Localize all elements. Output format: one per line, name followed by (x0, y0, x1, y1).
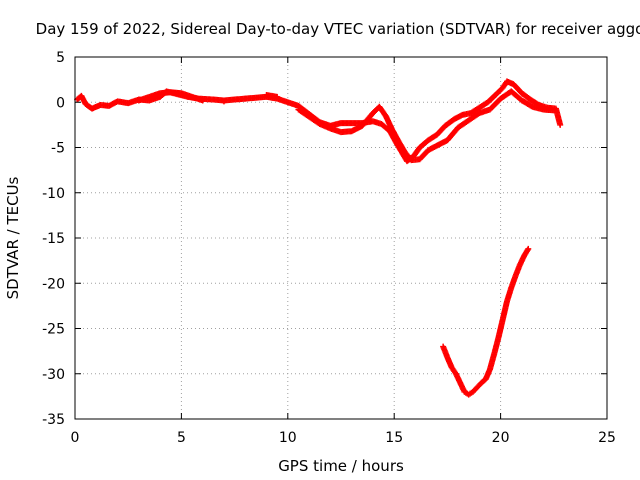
y-tick-label: -15 (42, 231, 65, 247)
chart-title: Day 159 of 2022, Sidereal Day-to-day VTE… (36, 20, 640, 38)
x-tick-label: 20 (492, 430, 510, 446)
y-axis-label: SDTVAR / TECUs (4, 176, 22, 299)
x-tick-label: 0 (71, 430, 80, 446)
y-tick-label: -20 (42, 276, 65, 292)
data-point (199, 97, 206, 104)
data-point (274, 93, 281, 100)
series-outlier-branch (440, 245, 532, 398)
y-tick-label: -30 (42, 367, 65, 383)
y-tick-label: -25 (42, 322, 65, 338)
x-axis-label: GPS time / hours (278, 457, 404, 475)
data-point (525, 245, 532, 252)
grid-lines (75, 57, 607, 419)
x-tick-label: 15 (385, 430, 403, 446)
x-tick-label: 25 (598, 430, 616, 446)
y-tick-label: -35 (42, 412, 65, 428)
y-tick-label: -10 (42, 186, 65, 202)
data-point (242, 95, 249, 102)
data-point (557, 121, 564, 128)
data-points (74, 78, 564, 398)
x-tick-label: 5 (177, 430, 186, 446)
data-point (220, 98, 227, 105)
y-tick-label: 5 (56, 50, 65, 66)
series-lower-branch (295, 88, 557, 164)
series-upper-branch (135, 89, 281, 105)
data-point (550, 107, 557, 114)
axis-ticks: 0 5 10 15 20 25 5 0 -5 -10 -15 -20 -25 -30 -35 (42, 50, 616, 446)
x-tick-label: 10 (279, 430, 297, 446)
y-tick-label: 0 (56, 95, 65, 111)
y-tick-label: -5 (51, 141, 65, 157)
